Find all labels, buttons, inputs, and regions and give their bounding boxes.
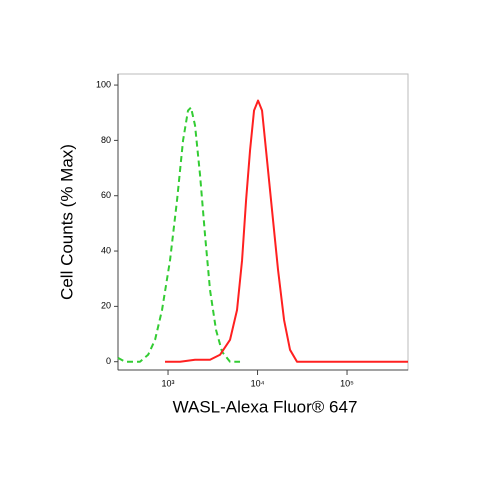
y-tick-label: 80: [101, 135, 111, 145]
series-line: [117, 106, 241, 363]
series-line: [165, 99, 408, 363]
y-tick-label: 20: [101, 301, 111, 311]
x-tick-label: 10³: [162, 378, 175, 388]
x-tick-label: 10⁴: [251, 378, 265, 388]
x-tick-label: 10⁵: [340, 378, 354, 388]
y-tick-label: 60: [101, 190, 111, 200]
y-tick-label: 40: [101, 245, 111, 255]
y-tick-label: 0: [106, 356, 111, 366]
y-axis-label: Cell Counts (% Max): [57, 144, 76, 300]
y-tick-label: 100: [96, 79, 111, 89]
x-axis-label: WASL-Alexa Fluor® 647: [173, 397, 358, 416]
